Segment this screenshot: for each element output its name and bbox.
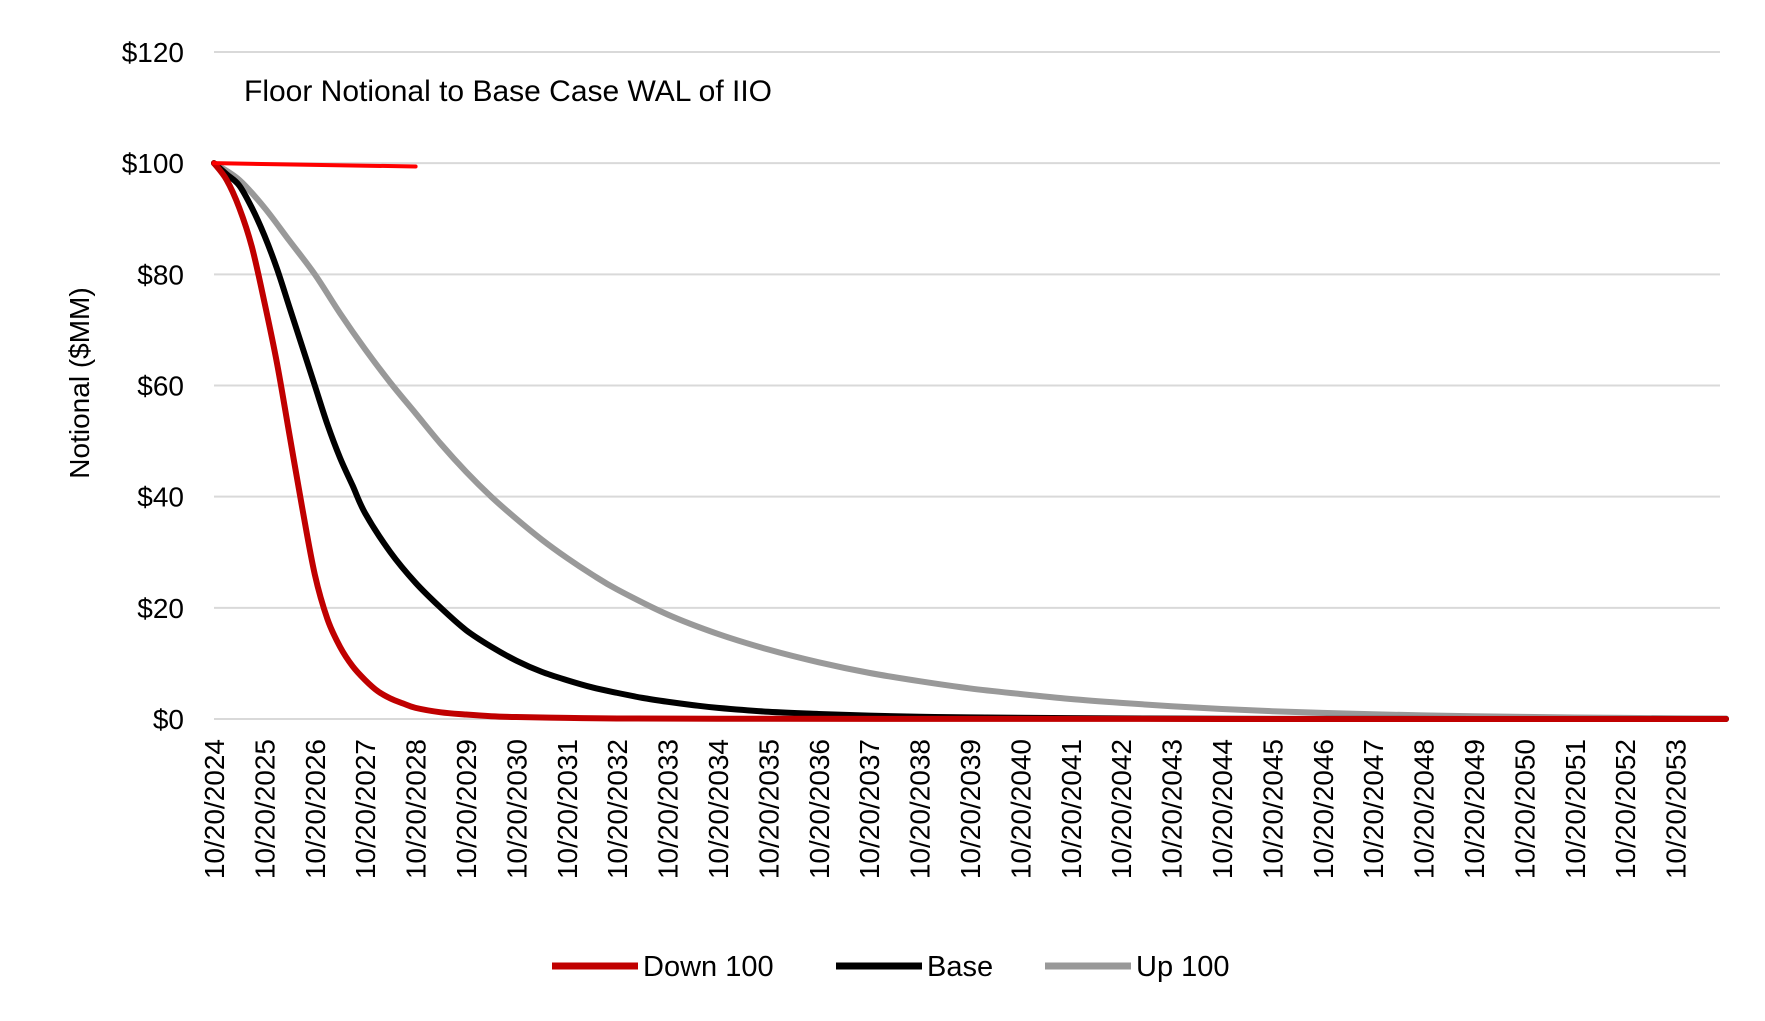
x-tick-label: 10/20/2028 — [401, 739, 432, 879]
x-tick-label: 10/20/2052 — [1610, 739, 1641, 879]
y-tick-label: $60 — [137, 371, 184, 402]
x-tick-label: 10/20/2032 — [602, 739, 633, 879]
x-tick-label: 10/20/2048 — [1409, 739, 1440, 879]
x-tick-label: 10/20/2033 — [653, 739, 684, 879]
x-tick-label: 10/20/2039 — [955, 739, 986, 879]
x-tick-label: 10/20/2038 — [905, 739, 936, 879]
x-tick-label: 10/20/2026 — [300, 739, 331, 879]
legend-label-down-100: Down 100 — [643, 951, 774, 983]
x-tick-label: 10/20/2046 — [1308, 739, 1339, 879]
legend-label-up-100: Up 100 — [1136, 951, 1230, 983]
x-tick-label: 10/20/2034 — [703, 739, 734, 879]
x-tick-label: 10/20/2037 — [854, 739, 885, 879]
x-tick-label: 10/20/2043 — [1157, 739, 1188, 879]
x-tick-label: 10/20/2025 — [249, 739, 280, 879]
gridlines — [214, 51, 1720, 720]
x-tick-label: 10/20/2050 — [1509, 739, 1540, 879]
series-line-down-100 — [211, 160, 1729, 722]
x-tick-label: 10/20/2047 — [1358, 739, 1389, 879]
x-tick-label: 10/20/2040 — [1005, 739, 1036, 879]
x-tick-label: 10/20/2051 — [1560, 739, 1591, 879]
y-tick-label: $0 — [153, 704, 184, 735]
y-tick-label: $40 — [137, 482, 184, 513]
series-lines — [211, 160, 1729, 722]
y-tick-label: $20 — [137, 593, 184, 624]
series-line-floor-notional — [212, 161, 418, 169]
legend: Down 100 Base Up 100 — [552, 951, 1230, 983]
x-tick-label: 10/20/2029 — [451, 739, 482, 879]
x-tick-label: 10/20/2030 — [501, 739, 532, 879]
y-axis-label: Notional ($MM) — [64, 287, 95, 478]
y-tick-label: $120 — [122, 37, 184, 68]
x-axis-ticks: 10/20/2024 10/20/2025 10/20/2026 10/20/2027… — [199, 739, 1692, 879]
x-tick-label: 10/20/2053 — [1661, 739, 1692, 879]
x-tick-label: 10/20/2035 — [753, 739, 784, 879]
x-tick-label: 10/20/2031 — [552, 739, 583, 879]
x-tick-label: 10/20/2044 — [1207, 739, 1238, 879]
y-tick-label: $80 — [137, 259, 184, 290]
legend-label-base: Base — [927, 951, 993, 983]
x-tick-label: 10/20/2042 — [1106, 739, 1137, 879]
x-tick-label: 10/20/2036 — [804, 739, 835, 879]
x-tick-label: 10/20/2045 — [1257, 739, 1288, 879]
x-tick-label: 10/20/2027 — [350, 739, 381, 879]
x-tick-label: 10/20/2041 — [1056, 739, 1087, 879]
x-tick-label: 10/20/2049 — [1459, 739, 1490, 879]
y-tick-label: $100 — [122, 148, 184, 179]
series-line-up-100 — [211, 160, 1729, 722]
x-tick-label: 10/20/2024 — [199, 739, 230, 879]
y-axis-ticks: $0 $20 $40 $60 $80 $100 $120 — [122, 37, 184, 735]
chart-title: Floor Notional to Base Case WAL of IIO — [244, 75, 772, 108]
